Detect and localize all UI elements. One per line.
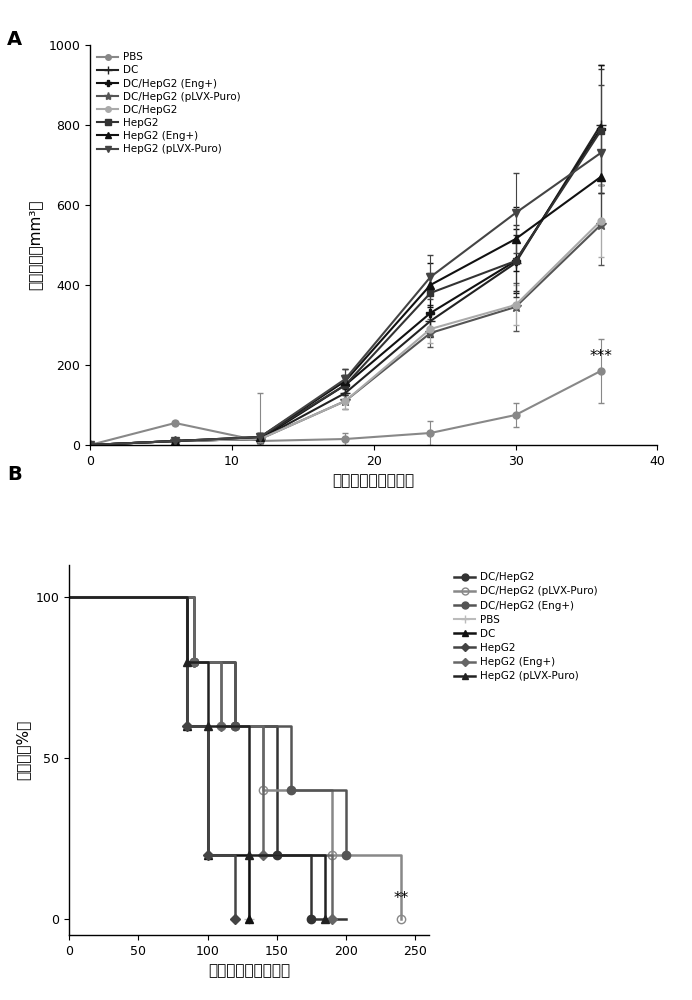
Y-axis label: 肿瘤体积（mm³）: 肿瘤体积（mm³）	[28, 200, 43, 290]
X-axis label: 肿瘤治疗时间（天）: 肿瘤治疗时间（天）	[208, 963, 290, 978]
Text: ***: ***	[589, 349, 612, 364]
Y-axis label: 存活率（%）: 存活率（%）	[15, 720, 30, 780]
Text: A: A	[7, 30, 22, 49]
Legend: PBS, DC, DC/HepG2 (Eng+), DC/HepG2 (pLVX-Puro), DC/HepG2, HepG2, HepG2 (Eng+), H: PBS, DC, DC/HepG2 (Eng+), DC/HepG2 (pLVX…	[95, 50, 243, 156]
Text: **: **	[394, 891, 409, 906]
Text: B: B	[7, 465, 21, 484]
X-axis label: 肿瘤治疗时间（天）: 肿瘤治疗时间（天）	[333, 473, 415, 488]
Legend: DC/HepG2, DC/HepG2 (pLVX-Puro), DC/HepG2 (Eng+), PBS, DC, HepG2, HepG2 (Eng+), H: DC/HepG2, DC/HepG2 (pLVX-Puro), DC/HepG2…	[453, 570, 600, 684]
